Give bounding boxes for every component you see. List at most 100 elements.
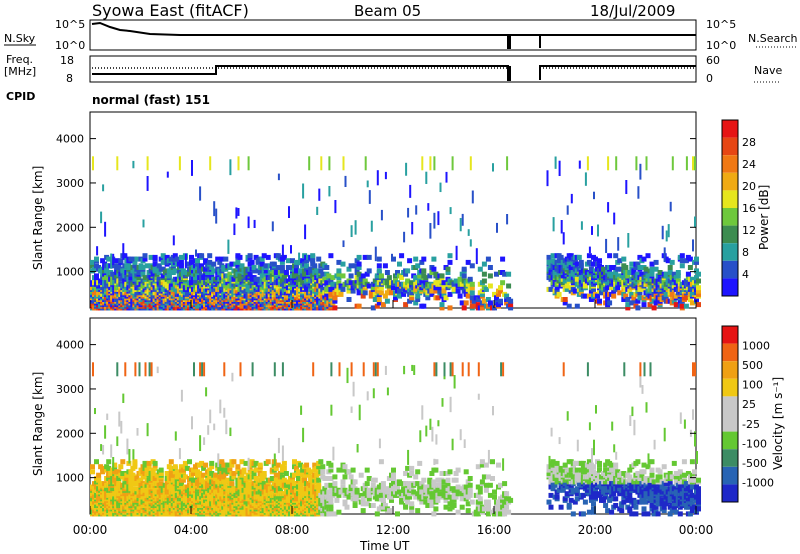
range-cell bbox=[471, 302, 477, 308]
range-cell bbox=[582, 293, 588, 299]
range-cell bbox=[146, 460, 152, 466]
range-cell bbox=[433, 271, 439, 277]
range-cell bbox=[154, 472, 160, 478]
range-cell bbox=[100, 211, 103, 224]
range-cell bbox=[245, 481, 251, 487]
range-cell bbox=[197, 280, 203, 286]
range-cell bbox=[364, 271, 370, 277]
range-cell bbox=[110, 271, 116, 277]
range-cell bbox=[269, 273, 275, 279]
range-cell bbox=[627, 288, 633, 294]
range-cell bbox=[304, 258, 310, 264]
range-cell bbox=[316, 206, 319, 215]
range-cell bbox=[221, 276, 227, 282]
range-cell bbox=[213, 472, 219, 478]
range-cell bbox=[433, 156, 436, 171]
range-cell bbox=[342, 240, 345, 248]
range-cell bbox=[219, 459, 225, 465]
range-cell bbox=[336, 259, 342, 265]
range-cell bbox=[627, 233, 630, 248]
range-cell bbox=[209, 265, 215, 270]
range-cell bbox=[469, 239, 472, 247]
range-cell bbox=[506, 283, 512, 289]
range-cell bbox=[621, 256, 627, 262]
range-cell bbox=[635, 271, 641, 277]
range-cell bbox=[336, 268, 342, 274]
range-cell bbox=[673, 293, 679, 299]
range-cell bbox=[142, 256, 148, 262]
range-cell bbox=[328, 291, 334, 297]
range-cell bbox=[112, 457, 115, 470]
range-cell bbox=[231, 474, 237, 480]
range-cell bbox=[683, 295, 689, 301]
range-cell bbox=[667, 265, 673, 270]
range-cell bbox=[696, 291, 701, 297]
range-cell bbox=[178, 464, 184, 470]
range-cell bbox=[227, 467, 233, 473]
range-cell bbox=[300, 280, 306, 286]
range-cell bbox=[318, 268, 324, 274]
range-cell bbox=[407, 286, 413, 292]
range-cell bbox=[118, 464, 124, 470]
range-cell bbox=[449, 207, 452, 215]
range-cell bbox=[393, 295, 398, 301]
y-tick-label: 1000 bbox=[56, 266, 84, 279]
range-cell bbox=[679, 253, 685, 259]
range-cell bbox=[166, 278, 172, 284]
range-cell bbox=[203, 462, 209, 468]
range-cell bbox=[191, 477, 196, 483]
range-cell bbox=[189, 254, 194, 260]
range-cell bbox=[104, 221, 107, 237]
range-cell bbox=[376, 268, 382, 274]
colorbar-swatch bbox=[722, 172, 738, 191]
colorbar-swatch bbox=[722, 208, 738, 226]
range-cell bbox=[663, 247, 666, 263]
range-cell bbox=[407, 258, 413, 264]
range-cell bbox=[572, 288, 578, 294]
range-cell bbox=[285, 258, 291, 264]
range-cell bbox=[124, 476, 130, 481]
range-cell bbox=[405, 162, 408, 176]
range-cell bbox=[395, 270, 400, 275]
range-cell bbox=[566, 303, 572, 309]
range-cell bbox=[223, 362, 226, 377]
range-cell bbox=[261, 253, 267, 259]
range-cell bbox=[548, 286, 554, 292]
range-cell bbox=[148, 254, 154, 260]
range-cell bbox=[215, 208, 218, 224]
range-cell bbox=[645, 156, 648, 171]
range-cell bbox=[140, 265, 146, 270]
range-cell bbox=[231, 459, 237, 465]
range-cell bbox=[609, 276, 615, 282]
range-cell bbox=[233, 268, 239, 274]
range-cell bbox=[203, 437, 206, 445]
range-cell bbox=[172, 253, 178, 259]
range-cell bbox=[378, 273, 384, 279]
range-cell bbox=[199, 460, 205, 466]
y-tick-label: 4000 bbox=[56, 133, 84, 146]
range-cell bbox=[193, 278, 198, 284]
range-cell bbox=[372, 291, 378, 297]
range-cell bbox=[193, 362, 195, 377]
range-cell bbox=[459, 300, 465, 306]
range-cell bbox=[568, 253, 574, 259]
range-cell bbox=[110, 486, 116, 492]
range-cell bbox=[409, 290, 415, 296]
range-cell bbox=[637, 286, 643, 292]
range-cell bbox=[631, 268, 637, 274]
range-cell bbox=[643, 266, 649, 272]
range-cell bbox=[451, 156, 454, 171]
range-cell bbox=[605, 238, 608, 254]
range-cell bbox=[134, 362, 137, 377]
range-cell bbox=[187, 270, 192, 275]
range-cell bbox=[104, 275, 110, 281]
nsky-line bbox=[91, 21, 696, 49]
range-cell bbox=[257, 270, 263, 275]
range-cell bbox=[148, 362, 151, 377]
range-cell bbox=[146, 176, 149, 191]
colorbar-tick-label: 28 bbox=[742, 136, 756, 149]
range-cell bbox=[304, 266, 310, 272]
colorbar-swatch bbox=[722, 190, 738, 208]
range-cell bbox=[90, 464, 95, 470]
